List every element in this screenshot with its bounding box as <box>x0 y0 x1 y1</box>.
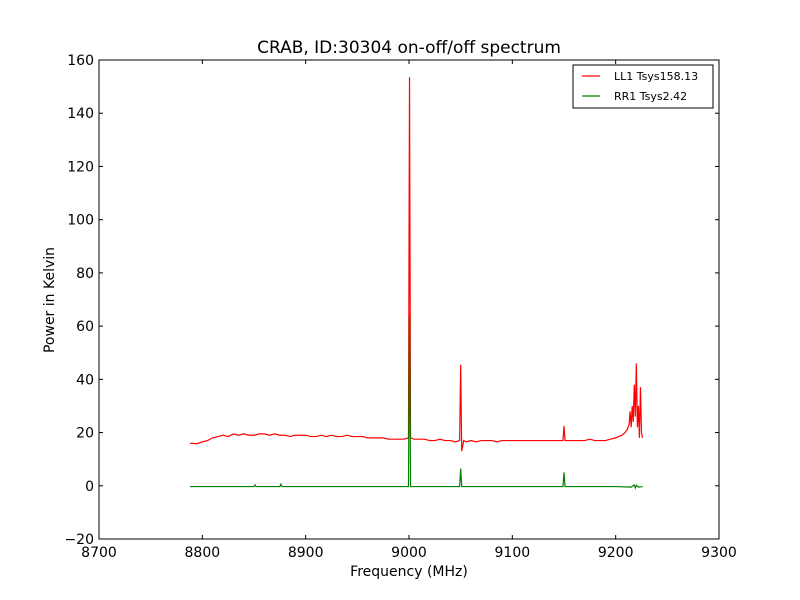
series-line-2 <box>189 315 643 490</box>
y-tick-label: 100 <box>67 213 94 229</box>
x-axis-label: Frequency (MHz) <box>350 564 468 580</box>
y-tick-label: 40 <box>76 372 94 388</box>
x-tick-label: 8900 <box>288 545 324 561</box>
y-tick-label: 140 <box>67 106 94 122</box>
y-tick-label: 160 <box>67 53 94 69</box>
plot-series-group <box>189 77 644 490</box>
chart-title: CRAB, ID:30304 on-off/off spectrum <box>257 38 561 58</box>
legend-label-2: RR1 Tsys2.42 <box>614 90 687 103</box>
x-tick-label: 9300 <box>701 545 737 561</box>
legend-label-1: LL1 Tsys158.13 <box>614 70 698 83</box>
y-tick-label: 80 <box>76 266 94 282</box>
legend: LL1 Tsys158.13 RR1 Tsys2.42 <box>572 64 714 109</box>
x-tick-label: 9000 <box>391 545 427 561</box>
legend-box <box>572 64 714 109</box>
y-axis-label: Power in Kelvin <box>42 247 58 353</box>
x-tick-label: 9200 <box>598 545 634 561</box>
x-tick-label: 8700 <box>81 545 117 561</box>
y-tick-label: 60 <box>76 319 94 335</box>
y-tick-label: 20 <box>76 426 94 442</box>
y-tick-label: 0 <box>85 479 94 495</box>
y-tick-label: −20 <box>64 532 94 548</box>
y-tick-label: 120 <box>67 159 94 175</box>
x-tick-label: 8800 <box>185 545 221 561</box>
series-line-1 <box>189 77 644 452</box>
x-tick-label: 9100 <box>495 545 531 561</box>
axis-ticks-group: 8700 8800 8900 9000 9100 9200 9300 −20 0 20 40 60 80… <box>64 53 736 561</box>
